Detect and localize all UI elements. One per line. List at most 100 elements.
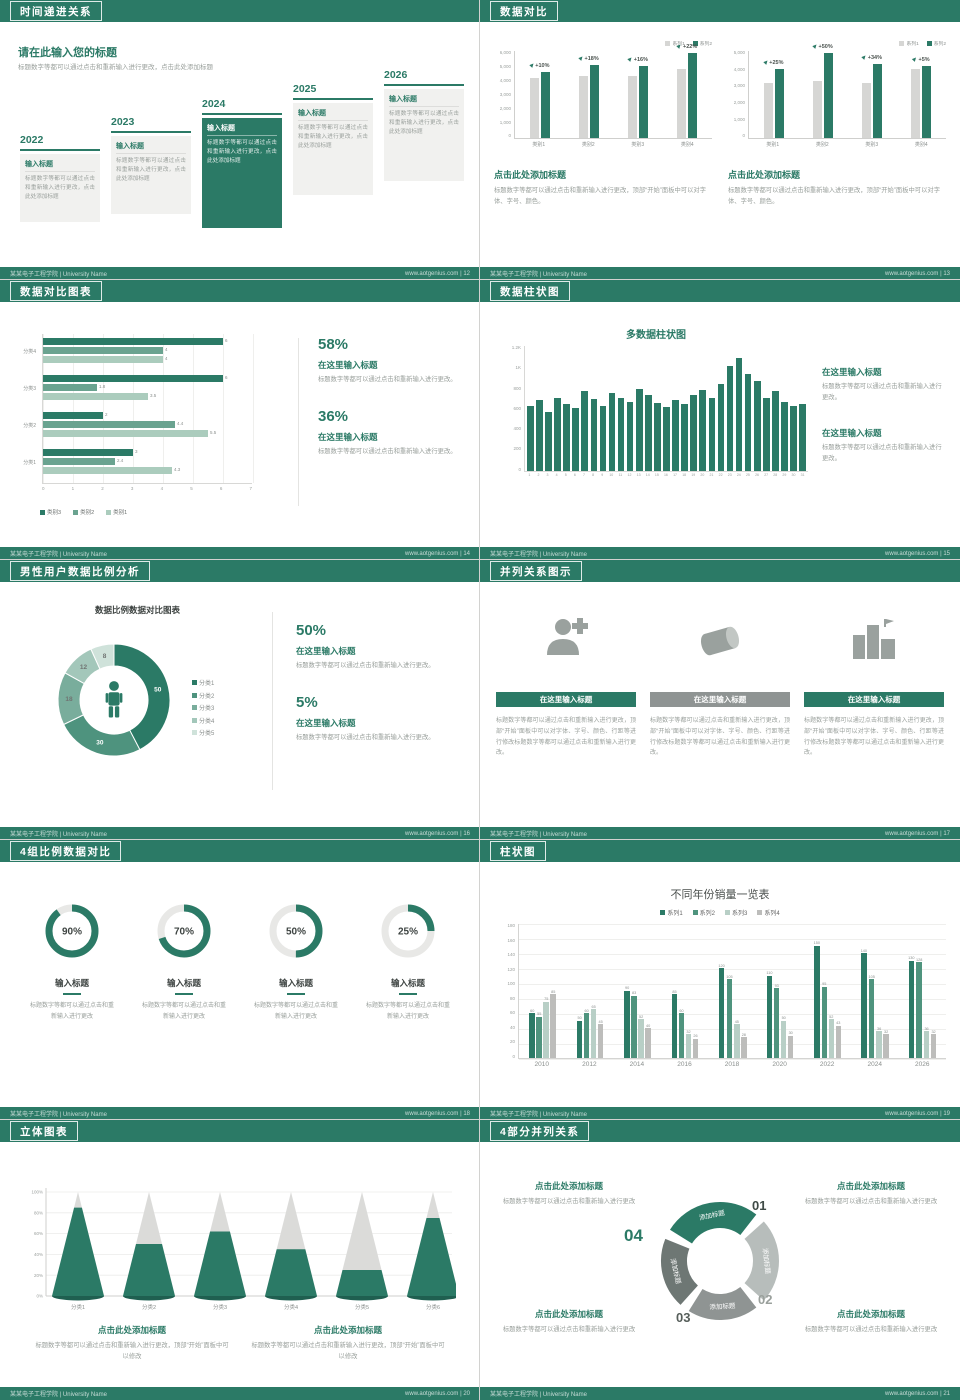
mb-xl: 29 — [782, 473, 787, 477]
stat-block-group: 50% 在这里输入标题 标题数字等都可以通过点击和重新输入进行更改。 5% 在这… — [296, 622, 454, 743]
gp-bw: 85 — [550, 990, 556, 1058]
ring-underline — [287, 993, 305, 995]
slide-header-title: 并列关系图示 — [490, 561, 582, 581]
gp-bw: 32 — [883, 1030, 889, 1058]
gp-g: 130 128 36 32 — [899, 956, 946, 1058]
gp-bw: 130 — [908, 956, 914, 1058]
gp-v: 45 — [598, 1019, 603, 1024]
slide-content: 系列1 系列2 6,000 5,000 4,000 3,000 2,000 1,000 0 +… — [480, 22, 960, 267]
vc-xl: 2010 — [534, 1061, 550, 1068]
slide-17-parallel[interactable]: 并列关系图示 在这里输入标题 标题数字等都可以通过点击和重新输入进行更改，顶部“… — [479, 559, 960, 841]
slide-16-donut[interactable]: 男性用户数据比例分析 数据比例数据对比图表 50 30 18 12 8 分类1 分类2 … — [0, 559, 481, 841]
hb-xt: 4 — [160, 486, 164, 491]
mb-xl: 11 — [618, 473, 623, 477]
footer-site: www.aotgenius.com — [885, 830, 939, 837]
vc-xl: 类别1 — [532, 142, 546, 148]
vc-yt: 0 — [518, 466, 521, 472]
cycle-number-02: 02 — [758, 1292, 773, 1307]
footer-page-number: 16 — [463, 830, 470, 837]
footer-org: 某某电子工程学院 | University Name — [490, 832, 587, 838]
gp-v: 32 — [686, 1029, 691, 1034]
mb-bar — [654, 402, 661, 471]
slide-21-cycle[interactable]: 4部分并列关系 添加标题 添加标题 添加标题 添加标题 01 02 03 04 点击此… — [479, 1119, 960, 1400]
vc-yt: 0 — [512, 1053, 515, 1059]
vc-g: +16% — [614, 51, 663, 138]
vc-mid: +25% +50% +34% +5% 类别1 类别2 类别3 类别4 — [748, 43, 946, 148]
slide-content: 请在此输入您的标题 标题数字等都可以通过点击和重新输入进行更改，点击此处添加标题… — [0, 22, 480, 267]
timeline-step-2022: 2022 输入标题 标题数字等都可以通过点击和重新输入进行更改，点击此处添加标题 — [20, 134, 100, 222]
vc-g: +50% — [798, 43, 847, 138]
mb-xl: 26 — [755, 473, 759, 477]
vc-yt: 3,000 — [733, 83, 745, 89]
footer-org: 某某电子工程学院 | University Name — [490, 552, 587, 558]
gp-b — [923, 1031, 930, 1058]
svg-text:50%: 50% — [286, 927, 306, 938]
footer-page-number: 21 — [943, 1390, 950, 1397]
vc-gl: +16% — [627, 56, 648, 63]
vc-b — [862, 83, 872, 138]
legend-swatch — [192, 717, 197, 723]
hb-bar — [43, 449, 133, 456]
hb-bar — [43, 393, 148, 400]
ring-title: 输入标题 — [278, 978, 313, 988]
slide-19-grouped-bars[interactable]: 柱状图 不同年份销量一览表 系列1 系列2 系列3 系列4 180 160 140 1… — [479, 839, 960, 1121]
gp-b — [638, 1019, 644, 1058]
chart-title: 数据比例数据对比图表 — [94, 605, 180, 615]
hb-grid — [73, 334, 74, 483]
slide-13-compare[interactable]: 数据对比 系列1 系列2 6,000 5,000 4,000 3,000 2,000 1,… — [479, 0, 960, 281]
slide-14-hbar[interactable]: 数据对比图表 6 4 4 6 1.8 3.5 2 4.4 5.5 3 2.4 4.3 分类4 分类3 分类2… — [0, 279, 481, 561]
footer-site-page: www.aotgenius.com | 13 — [885, 271, 950, 277]
timeline-line — [111, 131, 191, 133]
ring-text: 标题数字等都可以通过点击和重新输入进行更改 — [29, 1003, 114, 1020]
vc-yt: 40 — [509, 1024, 515, 1030]
footer-site: www.aotgenius.com — [885, 550, 939, 557]
timeline-step-2025: 2025 输入标题 标题数字等都可以通过点击和重新输入进行更改，点击此处添加标题 — [293, 83, 373, 195]
timeline-line — [293, 98, 373, 100]
legend-swatch — [192, 680, 197, 685]
gp-b — [916, 962, 922, 1058]
footer-site: www.aotgenius.com — [405, 1390, 459, 1397]
mb-bar — [781, 401, 788, 471]
growth-arrow-icon — [812, 43, 818, 49]
legend-label: 类别1 — [113, 510, 128, 516]
gp-v: 110 — [766, 971, 773, 975]
timeline-card-title: 输入标题 — [207, 123, 277, 136]
ring-title: 输入标题 — [166, 978, 201, 988]
slide-15-multibar[interactable]: 数据柱状图 多数据柱状图 1.2K 1K 800 600 400 200 0 1 2 3 4 5 6 7 8… — [479, 279, 960, 561]
stat-percent: 50% — [296, 622, 327, 639]
vc-yt: 140 — [507, 952, 515, 957]
mb-bar — [590, 398, 598, 471]
slide-header-bar: 并列关系图示 — [480, 560, 960, 582]
vc-gl: +18% — [578, 55, 599, 62]
hb-grid — [133, 334, 134, 483]
hb-val: 3.5 — [150, 393, 157, 398]
slide-footer: 某某电子工程学院 | University Name www.aotgenius… — [480, 1107, 960, 1120]
ring-underline — [399, 993, 417, 995]
progress-ring: 25% — [381, 904, 435, 958]
hb-grid — [103, 334, 104, 483]
slide-content: 6 4 4 6 1.8 3.5 2 4.4 5.5 3 2.4 4.3 分类4 分类3 分类2 分类1 0 1 2 3… — [0, 302, 480, 547]
hb-val: 4.3 — [174, 467, 181, 472]
vc-xl: 2016 — [677, 1061, 692, 1068]
gp-g: 120 105 45 28 — [709, 964, 756, 1058]
slide-header-title: 数据对比 — [490, 1, 558, 21]
mb-xl: 8 — [592, 473, 595, 477]
male-person-icon — [105, 681, 123, 718]
growth-arrow-icon — [912, 55, 918, 62]
gp-v: 140 — [860, 948, 868, 953]
chart-caption: 点击此处添加标题 标题数字等都可以通过点击和重新输入进行更改，顶部“开始”面板中… — [728, 168, 946, 207]
mb-xl: 19 — [691, 473, 696, 477]
slide-12-timeline[interactable]: 时间递进关系 请在此输入您的标题 标题数字等都可以通过点击和重新输入进行更改，点… — [0, 0, 481, 281]
footer-site-page: www.aotgenius.com | 15 — [885, 551, 950, 557]
slide-18-rings[interactable]: 4组比例数据对比 90% 输入标题 标题数字等都可以通过点击和重新输入进行更改 … — [0, 839, 481, 1121]
gp-b — [868, 979, 875, 1058]
footer-separator: | — [460, 1110, 462, 1117]
slide-20-cones[interactable]: 立体图表 100% 80% 60% 40% 20% 0% 分类1 分类2 分类3 分类4 分类5 分类… — [0, 1119, 481, 1400]
slide-footer: 某某电子工程学院 | University Name www.aotgenius… — [480, 1387, 960, 1400]
growth-arrow-icon — [528, 62, 535, 68]
stat-text: 标题数字等都可以通过点击和重新输入进行更改。 — [318, 447, 457, 455]
gp-v: 93 — [774, 983, 779, 988]
svg-text:30: 30 — [96, 740, 104, 747]
note-title: 点击此处添加标题 — [836, 1181, 905, 1191]
note-title: 点击此处添加标题 — [97, 1325, 166, 1335]
